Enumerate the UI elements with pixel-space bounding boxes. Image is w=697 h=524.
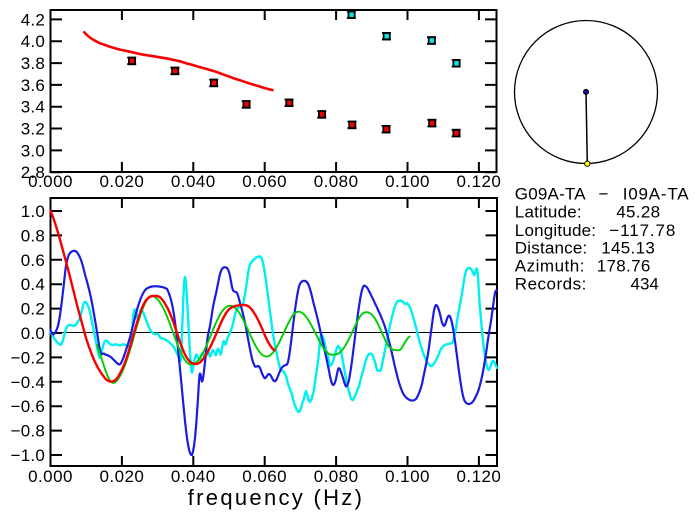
svg-text:4.2: 4.2 — [21, 10, 45, 29]
svg-text:0.040: 0.040 — [171, 172, 216, 191]
svg-text:3.8: 3.8 — [21, 54, 45, 73]
svg-text:178.76: 178.76 — [597, 257, 651, 276]
svg-text:0.6: 0.6 — [21, 251, 45, 270]
svg-text:Latitude:: Latitude: — [515, 203, 582, 222]
svg-text:0.4: 0.4 — [21, 275, 45, 294]
svg-text:1.0: 1.0 — [21, 202, 45, 221]
svg-text:0.000: 0.000 — [28, 172, 73, 191]
svg-text:0.000: 0.000 — [28, 467, 73, 486]
svg-text:−117.78: −117.78 — [609, 221, 676, 240]
svg-text:0.060: 0.060 — [242, 172, 287, 191]
svg-text:Distance:: Distance: — [515, 239, 588, 258]
svg-text:−1.0: −1.0 — [11, 446, 45, 465]
svg-text:0.8: 0.8 — [21, 226, 45, 245]
svg-text:0.080: 0.080 — [314, 467, 359, 486]
svg-text:0.100: 0.100 — [385, 172, 430, 191]
svg-text:434: 434 — [631, 274, 659, 293]
svg-text:45.28: 45.28 — [616, 203, 660, 222]
svg-text:145.13: 145.13 — [601, 239, 655, 258]
svg-text:G09A-TA: G09A-TA — [515, 185, 586, 204]
svg-text:−0.2: −0.2 — [11, 348, 45, 367]
svg-text:3.4: 3.4 — [21, 98, 45, 117]
svg-text:Longitude:: Longitude: — [515, 221, 596, 240]
svg-text:0.120: 0.120 — [457, 467, 502, 486]
svg-text:0.060: 0.060 — [242, 467, 287, 486]
svg-text:frequency (Hz): frequency (Hz) — [188, 485, 364, 510]
svg-text:−0.4: −0.4 — [11, 373, 45, 392]
svg-text:2.8: 2.8 — [21, 163, 45, 182]
svg-text:0.040: 0.040 — [171, 467, 216, 486]
svg-text:0.080: 0.080 — [314, 172, 359, 191]
svg-text:4.0: 4.0 — [21, 32, 45, 51]
svg-text:3.6: 3.6 — [21, 76, 45, 95]
svg-text:−0.8: −0.8 — [11, 422, 45, 441]
svg-text:0.100: 0.100 — [385, 467, 430, 486]
svg-text:0.120: 0.120 — [457, 172, 502, 191]
svg-text:Records:: Records: — [515, 274, 587, 293]
svg-text:0.2: 0.2 — [21, 300, 45, 319]
svg-text:Azimuth:: Azimuth: — [515, 257, 585, 276]
svg-text:0.0: 0.0 — [21, 324, 45, 343]
svg-text:0.020: 0.020 — [100, 172, 145, 191]
svg-text:0.020: 0.020 — [100, 467, 145, 486]
svg-text:−: − — [599, 185, 609, 204]
svg-text:3.0: 3.0 — [21, 141, 45, 160]
svg-text:I09A-TA: I09A-TA — [623, 185, 690, 204]
svg-text:−0.6: −0.6 — [11, 397, 45, 416]
svg-text:3.2: 3.2 — [21, 120, 45, 139]
